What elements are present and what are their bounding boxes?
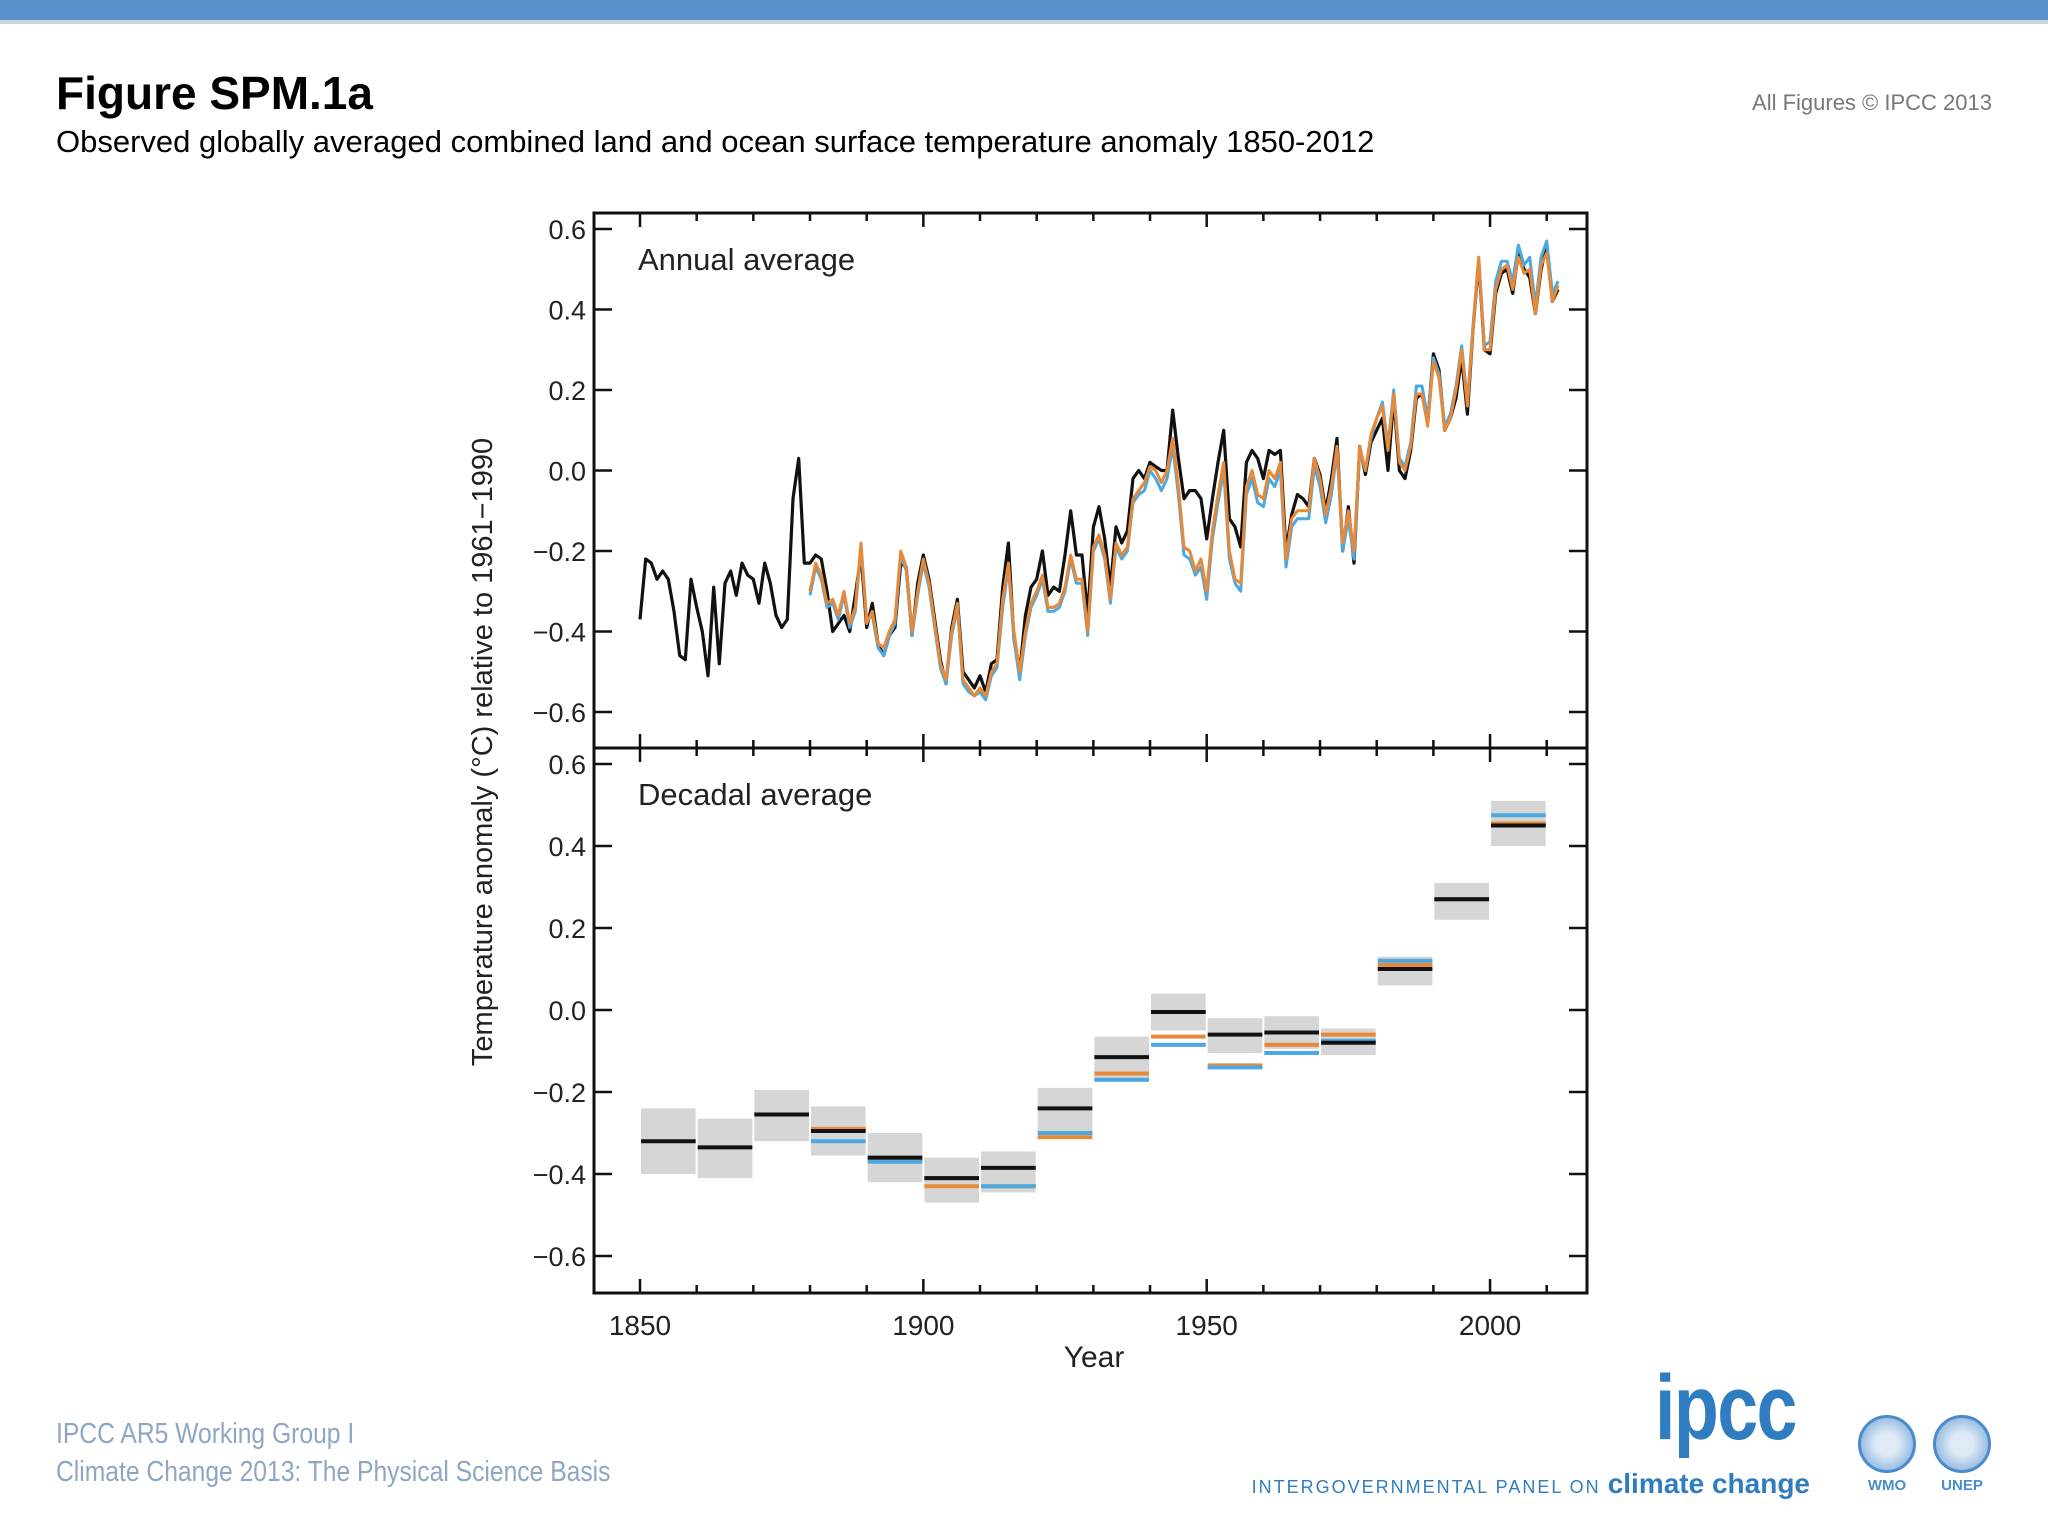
footer-report-title: Climate Change 2013: The Physical Scienc… [56,1456,611,1488]
x-axis-label: Year [1064,1341,1125,1374]
ipcc-tagline: INTERGOVERNMENTAL PANEL ON climate chang… [1252,1468,1810,1503]
annual-y-tick-label: 0.6 [548,215,586,245]
annual-panel-label: Annual average [638,242,855,277]
decadal-y-tick-label: 0.0 [548,996,586,1026]
annual-y-tick-label: −0.6 [533,698,586,728]
annual-series-black [638,243,1560,694]
annual-y-tick-label: −0.2 [533,537,586,567]
decadal-y-tick-label: −0.6 [533,1242,586,1272]
x-tick-label-2000: 2000 [1459,1310,1521,1341]
annual-panel [638,239,1560,702]
decadal-panel [641,800,1546,1203]
annual-y-tick-label: −0.4 [533,618,586,648]
decadal-uncertainty-box-1920 [1037,1087,1093,1133]
page-subtitle: Observed globally averaged combined land… [56,124,1375,159]
unep-label: UNEP [1941,1477,1983,1494]
annual-series-blue [808,239,1560,702]
unep-logo-icon [1933,1415,1991,1473]
copyright-notice: All Figures © IPCC 2013 [1752,90,1992,115]
decadal-uncertainty-box-1990 [1434,882,1490,920]
x-tick-label-1850: 1850 [609,1310,671,1341]
annual-y-tick-label: 0.0 [548,457,586,487]
decadal-uncertainty-box-1900 [924,1157,980,1203]
x-tick-label-1900: 1900 [892,1310,954,1341]
plot-frame [592,211,1589,1295]
footer-working-group: IPCC AR5 Working Group I [56,1418,355,1450]
decadal-y-tick-label: −0.2 [533,1078,586,1108]
decadal-y-tick-label: 0.4 [548,832,586,862]
ipcc-logo: ipcc [1655,1357,1797,1459]
wmo-label: WMO [1867,1477,1907,1494]
top-banner [0,0,2048,24]
ipcc-tagline-bold: climate change [1607,1468,1810,1499]
y-axis-label: Temperature anomaly (°C) relative to 196… [467,438,499,1066]
x-tick-label-1950: 1950 [1176,1310,1238,1341]
chart-axes: 1850 1900 1950 2000 0.6 0.4 0.2 0.0 −0.2 −0.4 −0.6… [533,211,1589,1341]
annual-y-tick-label: 0.4 [548,296,586,326]
decadal-y-tick-label: −0.4 [533,1160,586,1190]
ipcc-tagline-text: INTERGOVERNMENTAL PANEL ON [1251,1477,1601,1497]
decadal-y-tick-label: 0.2 [548,914,586,944]
page-title: Figure SPM.1a [56,67,373,119]
decadal-y-tick-label: 0.6 [548,750,586,780]
annual-y-tick-label: 0.2 [548,376,586,406]
decadal-panel-label: Decadal average [638,777,872,812]
annual-series-orange [808,251,1560,698]
wmo-logo-icon [1858,1415,1916,1473]
